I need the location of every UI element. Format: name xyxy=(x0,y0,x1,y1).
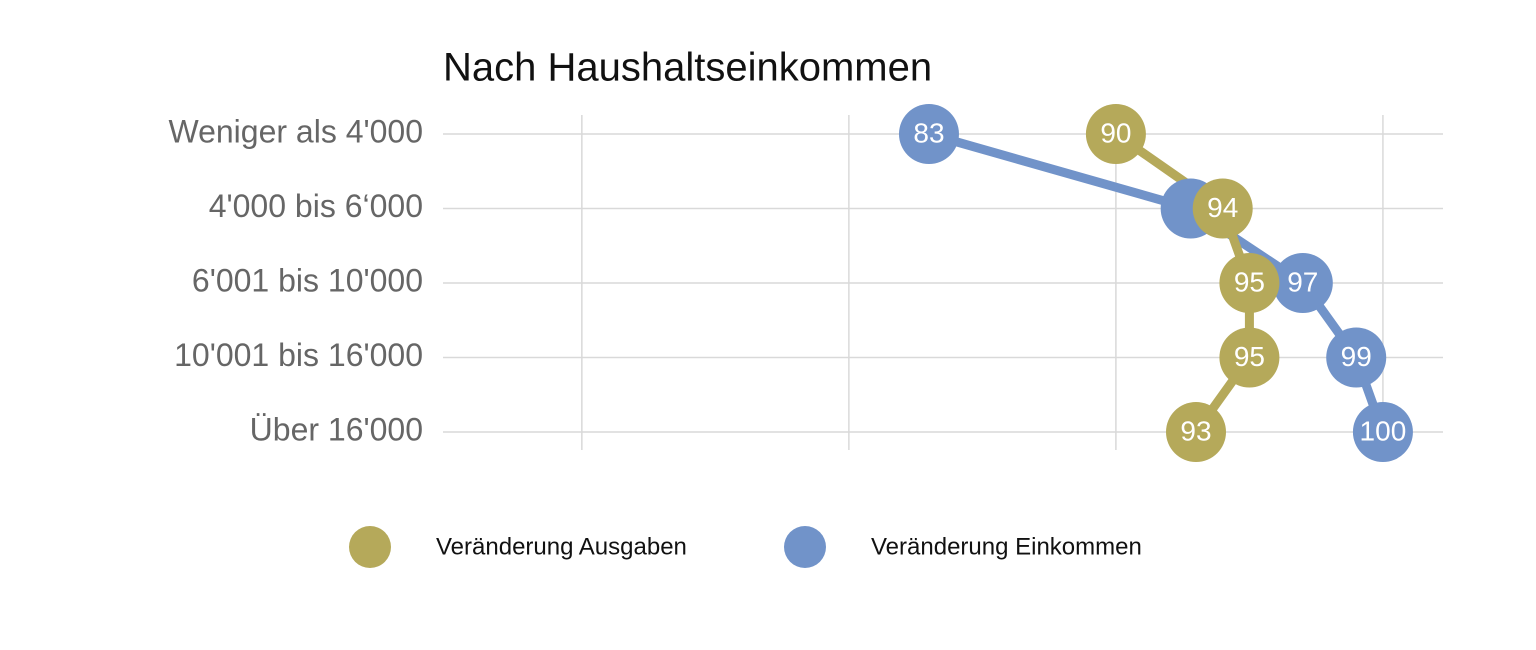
y-tick-label: Weniger als 4'000 xyxy=(168,113,423,149)
data-label: 97 xyxy=(1287,266,1318,297)
dot xyxy=(1219,327,1280,388)
data-label: 83 xyxy=(913,117,944,148)
y-tick-label: 4'000 bis 6‘000 xyxy=(209,188,423,224)
y-tick-label: 6'001 bis 10'000 xyxy=(192,262,423,298)
y-tick-label: Über 16'000 xyxy=(250,411,423,447)
legend-label: Veränderung Einkommen xyxy=(871,533,1142,560)
dot xyxy=(1352,402,1413,462)
data-label: 90 xyxy=(1100,117,1131,148)
chart-title: Nach Haushaltseinkommen xyxy=(443,46,932,90)
dot xyxy=(1219,253,1280,313)
legend-marker xyxy=(784,526,826,568)
data-label: 95 xyxy=(1234,341,1265,372)
data-label: 94 xyxy=(1207,192,1238,223)
data-label: 100 xyxy=(1360,415,1407,446)
data-label: 95 xyxy=(1234,266,1265,297)
data-label: 99 xyxy=(1341,341,1372,372)
legend-label: Veränderung Ausgaben xyxy=(436,533,687,560)
dot xyxy=(898,104,959,164)
dot xyxy=(1166,402,1227,462)
dot xyxy=(1272,253,1333,313)
legend-marker xyxy=(349,526,391,568)
dot xyxy=(1192,178,1253,239)
dot xyxy=(1326,327,1387,388)
y-tick-label: 10'001 bis 16'000 xyxy=(174,337,423,373)
data-label: 93 xyxy=(1180,415,1211,446)
dot xyxy=(1085,104,1146,164)
